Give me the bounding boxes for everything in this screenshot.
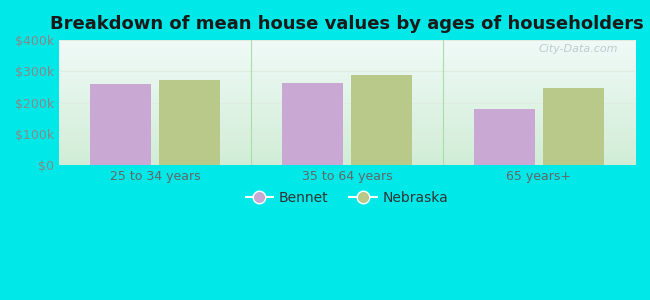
Bar: [543, 88, 604, 165]
Legend: Bennet, Nebraska: Bennet, Nebraska: [240, 185, 454, 210]
Bar: [90, 84, 151, 165]
Title: Breakdown of mean house values by ages of householders: Breakdown of mean house values by ages o…: [50, 15, 644, 33]
Bar: [281, 83, 343, 165]
Text: City-Data.com: City-Data.com: [538, 44, 617, 54]
Bar: [474, 110, 535, 165]
Bar: [159, 80, 220, 165]
Bar: [351, 75, 412, 165]
